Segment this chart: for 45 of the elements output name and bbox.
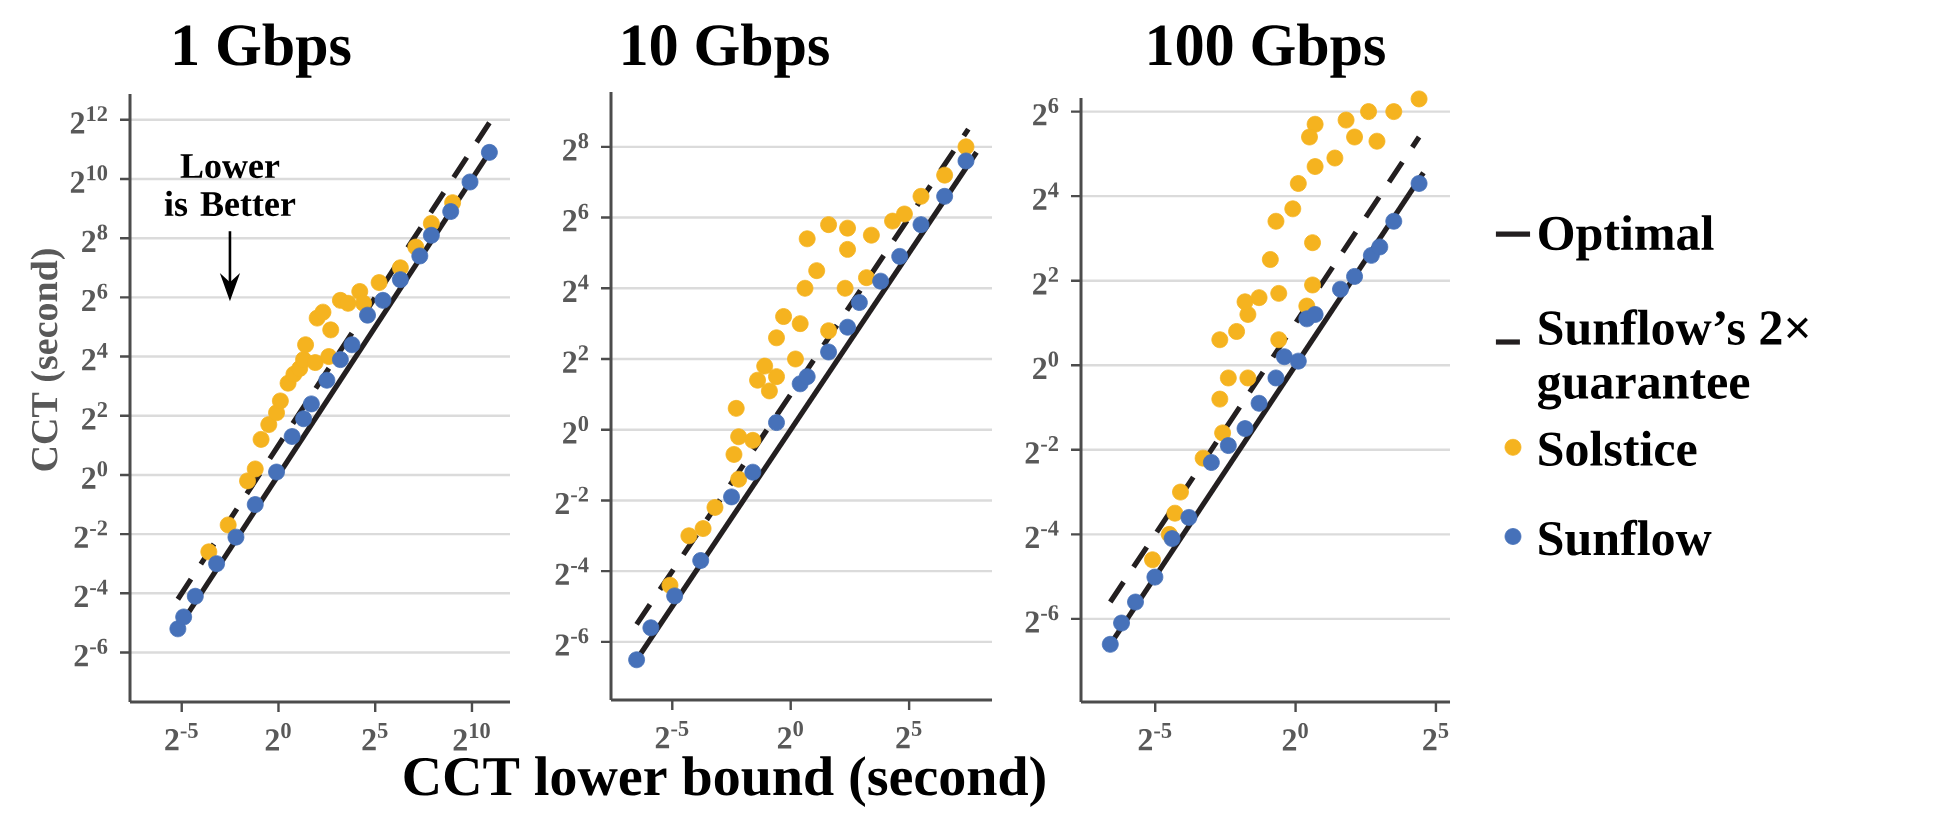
y-tick-label: 2$^{0}$ bbox=[563, 415, 589, 444]
y-tick-label: 2$^{-2}$ bbox=[555, 486, 588, 515]
x-axis-title: CCT lower bound (second) bbox=[404, 756, 1045, 807]
x-tick-label: 2$^{5}$ bbox=[362, 723, 388, 751]
y-tick-label: 2$^{6}$ bbox=[82, 283, 108, 312]
y-tick-label: 2$^{8}$ bbox=[563, 133, 589, 161]
legend-label: Optimal bbox=[1539, 215, 1714, 261]
y-tick-label: 2$^{0}$ bbox=[1033, 351, 1059, 379]
y-tick-label: 2$^{-6}$ bbox=[1025, 605, 1059, 633]
x-tick-label: 2$^{5}$ bbox=[896, 721, 922, 749]
y-tick-label: 2$^{8}$ bbox=[82, 224, 108, 252]
y-tick-label: 2$^{-4}$ bbox=[74, 579, 108, 607]
y-tick-label: 2$^{4}$ bbox=[82, 342, 108, 371]
annotation: Lower is Better bbox=[164, 154, 296, 217]
x-tick-label: 2$^{-5}$ bbox=[1138, 723, 1172, 751]
chart-title: 100 Gbps bbox=[1149, 23, 1385, 78]
y-tick-label: 2$^{2}$ bbox=[563, 345, 588, 373]
y-tick-label: 2$^{0}$ bbox=[82, 461, 108, 489]
x-tick-label: 2$^{0}$ bbox=[265, 723, 291, 751]
legend-label: Solstice bbox=[1539, 430, 1697, 466]
x-tick-label: 2$^{5}$ bbox=[1423, 723, 1449, 751]
y-tick-label: 2$^{-6}$ bbox=[74, 638, 108, 667]
x-tick-label: 2$^{0}$ bbox=[777, 721, 803, 749]
y-tick-label: 2$^{2}$ bbox=[82, 402, 107, 430]
y-tick-label: 2$^{-4}$ bbox=[555, 557, 589, 585]
y-tick-label: 2$^{-2}$ bbox=[1025, 436, 1058, 464]
y-tick-label: 2$^{10}$ bbox=[70, 165, 108, 193]
y-axis-title: CCT (second) bbox=[30, 249, 66, 471]
y-tick-label: 2$^{-4}$ bbox=[1025, 520, 1059, 548]
y-tick-label: 2$^{6}$ bbox=[1033, 97, 1059, 126]
x-tick-label: 2$^{-5}$ bbox=[655, 721, 689, 749]
y-tick-label: 2$^{4}$ bbox=[563, 274, 589, 302]
y-tick-label: 2$^{4}$ bbox=[1033, 182, 1059, 210]
x-tick-label: 2$^{-5}$ bbox=[165, 723, 198, 751]
y-tick-label: 2$^{6}$ bbox=[563, 203, 589, 232]
chart-title: 1 Gbps bbox=[174, 23, 351, 78]
y-tick-label: 2$^{2}$ bbox=[1033, 267, 1058, 295]
y-tick-label: 2$^{-2}$ bbox=[74, 520, 107, 548]
x-tick-label: 2$^{10}$ bbox=[453, 723, 490, 751]
legend-label: Sunflow’s 2× guarantee bbox=[1537, 309, 1808, 410]
y-tick-label: 2$^{-6}$ bbox=[555, 628, 589, 656]
legend-label: Sunflow bbox=[1539, 519, 1712, 556]
x-tick-label: 2$^{0}$ bbox=[1282, 723, 1308, 751]
chart-title: 10 Gbps bbox=[623, 23, 829, 78]
y-tick-label: 2$^{12}$ bbox=[70, 106, 107, 134]
